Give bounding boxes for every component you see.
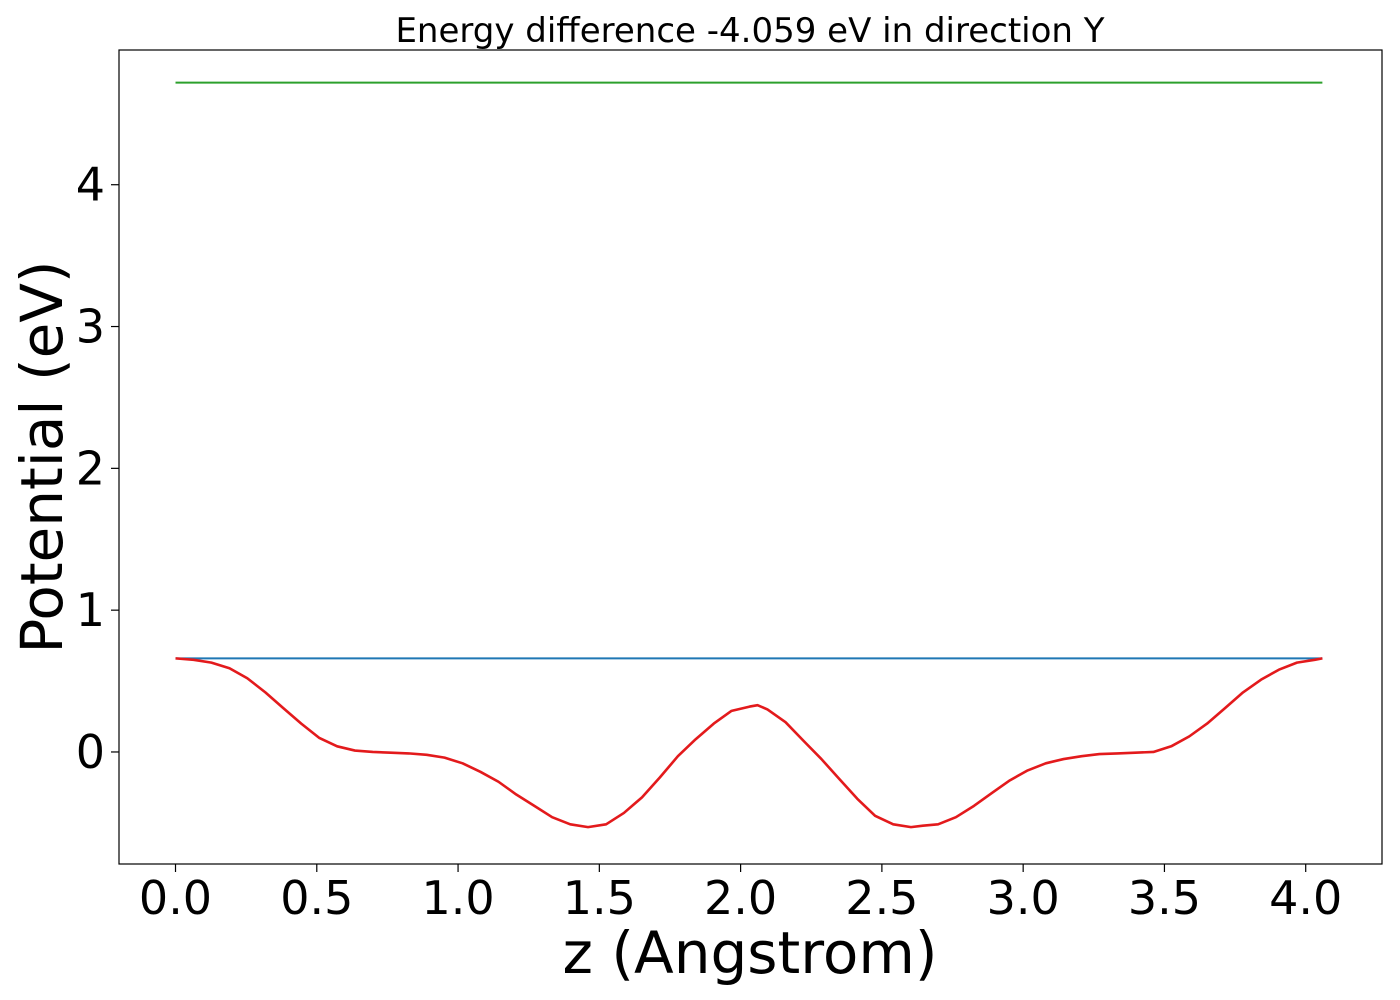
plot-lines (175, 81, 1323, 829)
x-tick-label: 2.5 (845, 871, 918, 925)
x-tick-label: 3.5 (1128, 871, 1201, 925)
y-axis-label: Potential (eV) (8, 260, 76, 653)
x-axis-ticks: 0.0 0.5 1.0 1.5 2.0 2.5 3.0 3.5 4.0 (139, 864, 1342, 925)
y-tick-label: 4 (76, 158, 105, 212)
x-tick-label: 1.5 (563, 871, 636, 925)
chart-title: Energy difference -4.059 eV in direction… (395, 11, 1104, 51)
y-tick-label: 0 (76, 725, 105, 779)
y-tick-label: 3 (76, 300, 105, 354)
x-tick-label: 1.0 (421, 871, 494, 925)
x-axis-label: z (Angstrom) (563, 919, 938, 987)
x-tick-label: 2.0 (704, 871, 777, 925)
x-tick-label: 0.0 (139, 871, 212, 925)
x-tick-label: 4.0 (1269, 871, 1342, 925)
plot-frame (118, 49, 1383, 865)
y-axis-ticks: 0 1 2 3 4 (76, 158, 119, 779)
series-line-2 (175, 657, 1323, 829)
x-tick-label: 0.5 (280, 871, 353, 925)
x-tick-label: 3.0 (987, 871, 1060, 925)
y-tick-label: 2 (76, 441, 105, 495)
y-tick-label: 1 (76, 583, 105, 637)
